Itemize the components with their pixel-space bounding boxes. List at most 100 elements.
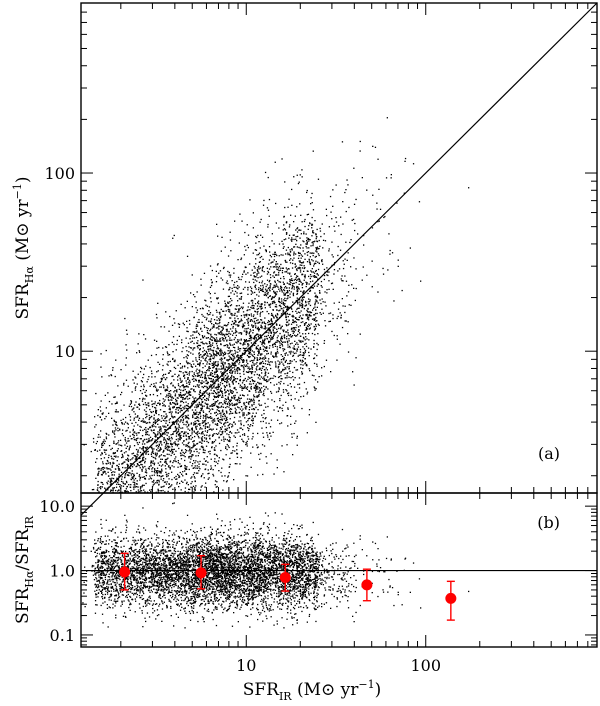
scatter-point [182, 322, 184, 324]
scatter-point [308, 355, 310, 357]
scatter-point [216, 369, 218, 371]
scatter-point [142, 397, 144, 399]
scatter-point [200, 354, 202, 356]
scatter-point [266, 338, 269, 340]
scatter-point [305, 314, 307, 317]
scatter-point [203, 434, 206, 436]
scatter-point [316, 348, 318, 351]
scatter-point [268, 304, 270, 307]
scatter-point [371, 286, 373, 288]
scatter-point [228, 402, 231, 405]
scatter-point [263, 342, 265, 344]
scatter-point [256, 328, 258, 330]
scatter-point [196, 325, 199, 327]
scatter-point [232, 323, 235, 325]
scatter-point [267, 209, 270, 211]
scatter-point [202, 414, 205, 417]
scatter-point [263, 390, 265, 392]
scatter-point [377, 291, 379, 293]
scatter-point [205, 415, 207, 417]
scatter-point [209, 286, 212, 288]
scatter-point [128, 472, 130, 474]
scatter-point [292, 294, 295, 297]
scatter-point [280, 305, 282, 308]
scatter-point [243, 271, 245, 273]
scatter-point [122, 466, 124, 469]
scatter-point [339, 343, 341, 345]
scatter-point [184, 468, 187, 470]
scatter-point [251, 269, 253, 271]
scatter-point [165, 483, 168, 485]
scatter-point [234, 387, 236, 390]
scatter-point [162, 354, 164, 356]
scatter-point [141, 420, 143, 422]
scatter-point [180, 389, 182, 391]
scatter-point [225, 305, 227, 307]
scatter-point [256, 357, 258, 359]
scatter-point [302, 333, 304, 335]
scatter-point [229, 305, 232, 307]
scatter-point [200, 489, 202, 491]
scatter-point [197, 404, 199, 406]
scatter-point [304, 329, 307, 331]
scatter-point [136, 472, 138, 474]
scatter-point [229, 430, 231, 433]
scatter-point [292, 355, 294, 357]
scatter-point [135, 448, 138, 451]
scatter-point [193, 385, 195, 387]
scatter-point [244, 385, 246, 387]
scatter-point [258, 281, 261, 284]
scatter-point [187, 367, 189, 369]
scatter-point [283, 348, 285, 350]
scatter-point [301, 274, 303, 276]
scatter-point [304, 333, 307, 335]
scatter-point [132, 379, 134, 381]
scatter-point [278, 255, 280, 257]
scatter-point [290, 386, 292, 388]
scatter-point [199, 362, 201, 364]
scatter-point [149, 477, 152, 479]
scatter-point [125, 364, 127, 366]
scatter-point [244, 407, 246, 409]
scatter-point [111, 480, 113, 483]
scatter-point [298, 255, 300, 257]
scatter-point [286, 312, 288, 315]
scatter-point [279, 342, 281, 344]
scatter-point [222, 413, 225, 415]
scatter-point [224, 357, 226, 359]
scatter-point [382, 267, 384, 270]
scatter-point [300, 214, 302, 216]
scatter-point [313, 339, 315, 342]
scatter-point [303, 231, 305, 233]
scatter-point [275, 253, 277, 255]
scatter-point [222, 489, 224, 491]
scatter-point [172, 351, 174, 353]
scatter-point [176, 421, 178, 423]
scatter-point [236, 372, 239, 374]
scatter-point [257, 354, 259, 356]
scatter-point [307, 301, 309, 303]
scatter-point [254, 286, 256, 288]
scatter-point [108, 445, 111, 447]
scatter-point [237, 346, 239, 348]
scatter-point [195, 380, 198, 382]
scatter-point [220, 412, 222, 414]
scatter-point [258, 348, 260, 351]
scatter-point [219, 350, 221, 352]
scatter-point [186, 481, 188, 483]
scatter-point [278, 265, 281, 268]
scatter-point [111, 465, 113, 467]
scatter-point [188, 372, 190, 374]
scatter-point [101, 376, 103, 378]
scatter-point [295, 238, 297, 240]
scatter-point [302, 299, 304, 301]
scatter-point [302, 250, 304, 252]
scatter-point [309, 252, 311, 254]
scatter-point [218, 348, 220, 350]
scatter-point [170, 383, 172, 385]
scatter-point [316, 354, 318, 357]
scatter-point [135, 377, 137, 379]
scatter-point [281, 291, 283, 293]
scatter-point [226, 373, 228, 375]
scatter-point [194, 477, 196, 479]
